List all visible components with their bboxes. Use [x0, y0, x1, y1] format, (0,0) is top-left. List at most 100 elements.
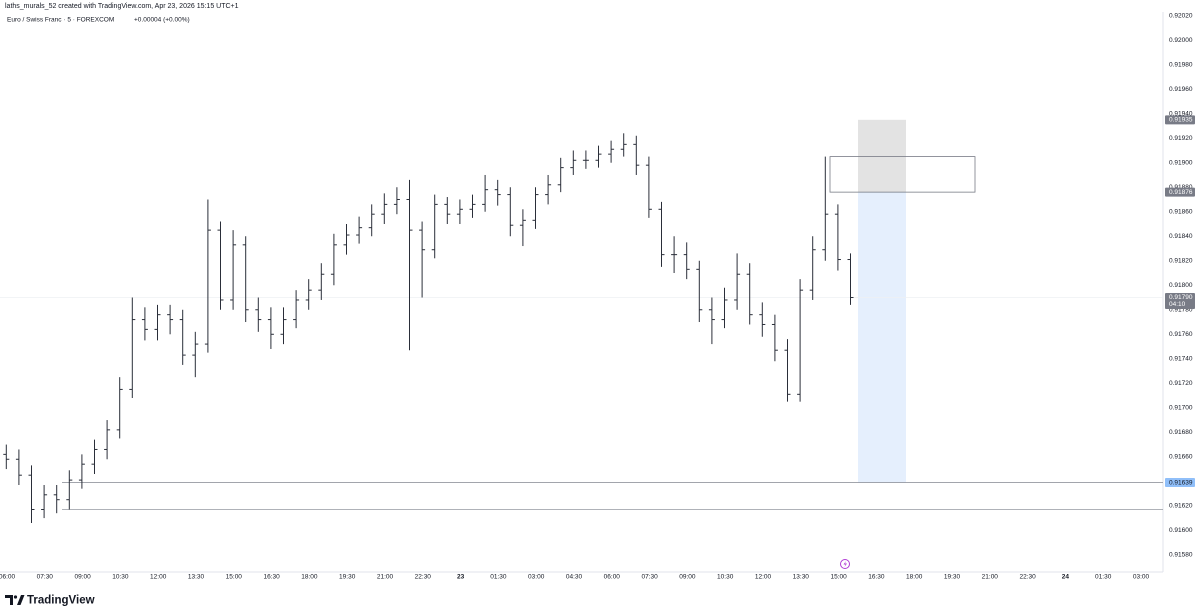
y-tick-label: 0.91700	[1169, 405, 1193, 412]
price-label: 0.91935	[1169, 117, 1193, 124]
ohlc-bar	[545, 174, 552, 205]
y-tick-label: 0.92000	[1169, 37, 1193, 44]
ohlc-bar	[557, 157, 564, 193]
ohlc-bar	[721, 287, 728, 329]
x-tick-label: 09:00	[679, 574, 696, 581]
ohlc-bar	[129, 297, 136, 398]
ohlc-bar	[318, 263, 325, 300]
x-tick-label: 03:00	[1133, 574, 1150, 581]
ohlc-bar	[532, 187, 539, 229]
logo	[5, 595, 25, 605]
x-tick-label: 06:00	[604, 574, 621, 581]
x-tick-label: 07:30	[37, 574, 54, 581]
x-tick-label: 13:30	[793, 574, 810, 581]
x-tick-label: 12:00	[755, 574, 772, 581]
ohlc-bar	[217, 221, 224, 310]
x-tick-label: 19:30	[944, 574, 961, 581]
event-icon[interactable]	[840, 559, 850, 569]
ohlc-bar	[78, 454, 85, 489]
ohlc-bar	[797, 279, 804, 402]
ohlc-bar	[469, 194, 476, 218]
ohlc-bar	[167, 304, 174, 335]
price-label-box	[1165, 187, 1195, 197]
y-tick-label: 0.91880	[1169, 184, 1193, 191]
y-tick-label: 0.91740	[1169, 356, 1193, 363]
ohlc-bar	[116, 377, 123, 439]
ohlc-bar	[141, 307, 148, 341]
y-tick-label: 0.91920	[1169, 135, 1193, 142]
ohlc-bar	[771, 314, 778, 362]
plot-area	[0, 119, 1163, 523]
ohlc-bar	[645, 156, 652, 218]
ohlc-bar	[419, 221, 426, 298]
price-label: 0.91639	[1169, 479, 1193, 486]
zone	[829, 156, 976, 193]
y-tick-label: 0.91940	[1169, 110, 1193, 117]
y-tick-label: 0.91820	[1169, 257, 1193, 264]
y-tick-label: 0.91600	[1169, 527, 1193, 534]
x-tick-label: 13:30	[188, 574, 205, 581]
ohlc-bar	[784, 339, 791, 402]
x-tick-label: 01:30	[1095, 574, 1112, 581]
x-tick-label: 21:00	[982, 574, 999, 581]
x-tick-label: 01:30	[490, 574, 507, 581]
ohlc-bar	[343, 223, 350, 255]
ohlc-bar	[494, 179, 501, 206]
ohlc-bar	[406, 179, 413, 351]
y-tick-label: 0.91760	[1169, 331, 1193, 338]
author-line: laths_murals_52 created with TradingView…	[5, 3, 239, 10]
logo-dot	[13, 595, 18, 599]
y-tick-label: 0.91680	[1169, 429, 1193, 436]
ohlc-bar	[280, 307, 287, 345]
y-tick-label: 0.91580	[1169, 552, 1193, 559]
y-tick-label: 0.92020	[1169, 12, 1193, 19]
x-tick-label: 16:30	[868, 574, 885, 581]
ohlc-bar	[255, 297, 262, 332]
ohlc-bar	[708, 297, 715, 345]
x-tick-label: 04:30	[566, 574, 583, 581]
y-tick-label: 0.91840	[1169, 233, 1193, 240]
ohlc-bar	[267, 307, 274, 349]
x-tick-label: 24	[1062, 574, 1070, 581]
logo-mark	[5, 595, 13, 605]
ohlc-bar	[683, 242, 690, 280]
ohlc-bar	[482, 174, 489, 212]
ohlc-bar	[356, 216, 363, 244]
ohlc-bar	[847, 253, 854, 305]
ohlc-bar	[242, 236, 249, 323]
ohlc-bar	[809, 236, 816, 300]
x-tick-label: 18:00	[301, 574, 318, 581]
ohlc-bar	[104, 420, 111, 460]
y-tick-label: 0.91860	[1169, 208, 1193, 215]
zone	[858, 192, 906, 483]
ohlc-bar	[66, 470, 73, 510]
price-label: 0.91876	[1169, 189, 1193, 196]
ohlc-bar	[230, 230, 237, 310]
ohlc-bar	[28, 465, 35, 523]
ohlc-bar	[393, 187, 400, 215]
x-tick-label: 07:30	[641, 574, 658, 581]
y-tick-label: 0.91960	[1169, 86, 1193, 93]
y-tick-label: 0.91780	[1169, 306, 1193, 313]
ohlc-bar	[507, 187, 514, 237]
x-tick-label: 19:30	[339, 574, 356, 581]
ohlc-bar	[91, 439, 98, 474]
ohlc-bar	[431, 194, 438, 259]
ohlc-bar	[381, 193, 388, 224]
x-tick-label: 06:00	[0, 574, 16, 581]
ohlc-bar	[204, 199, 211, 353]
ohlc-bar	[671, 236, 678, 274]
ohlc-bar	[582, 150, 589, 169]
x-tick-label: 10:30	[112, 574, 129, 581]
ohlc-bar	[519, 209, 526, 247]
ohlc-bar	[696, 260, 703, 323]
price-label-box	[1165, 115, 1195, 125]
y-tick-label: 0.91800	[1169, 282, 1193, 289]
price-label: 0.91790	[1169, 294, 1193, 301]
ohlc-bar	[456, 199, 463, 224]
x-tick-label: 09:00	[74, 574, 91, 581]
ohlc-bar	[595, 145, 602, 168]
y-tick-label: 0.91980	[1169, 61, 1193, 68]
price-label-box	[1165, 293, 1195, 310]
